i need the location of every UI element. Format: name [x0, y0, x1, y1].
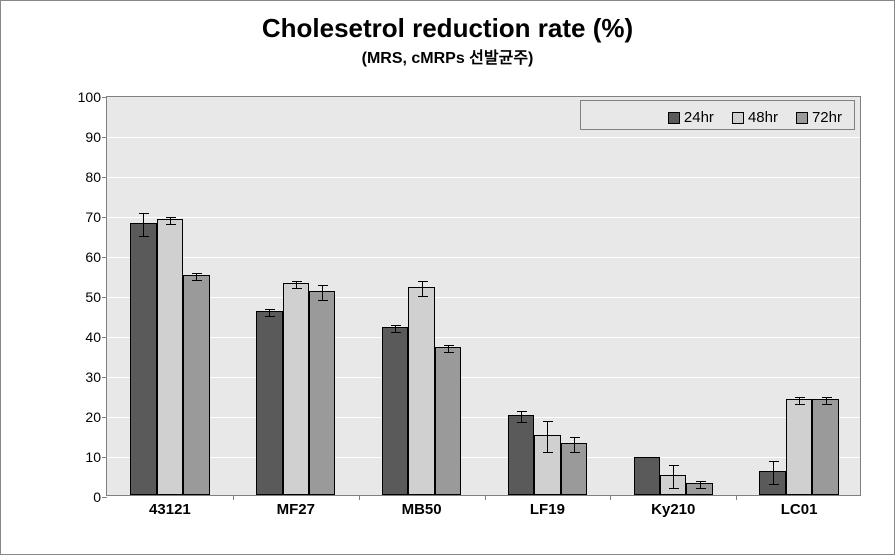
- y-tick-label: 20: [85, 409, 101, 425]
- x-tick-label: Ky210: [651, 501, 695, 518]
- error-bar: [773, 461, 774, 485]
- error-bar: [322, 285, 323, 301]
- error-bar: [574, 437, 575, 453]
- x-tick-label: LC01: [781, 501, 818, 518]
- x-tick-mark: [485, 495, 486, 500]
- bar: [812, 399, 838, 495]
- error-bar: [422, 281, 423, 297]
- bar: [786, 399, 812, 495]
- error-bar: [448, 345, 449, 353]
- error-bar: [269, 309, 270, 317]
- bar: [435, 347, 461, 495]
- x-tick-label: MB50: [402, 501, 442, 518]
- x-tick-mark: [233, 495, 234, 500]
- y-tick-mark: [102, 257, 107, 258]
- error-bar: [700, 481, 701, 489]
- x-tick-mark: [359, 495, 360, 500]
- chart-title: Cholesetrol reduction rate (%): [1, 13, 894, 44]
- error-bar: [170, 217, 171, 225]
- y-tick-mark: [102, 137, 107, 138]
- y-tick-mark: [102, 457, 107, 458]
- bar: [256, 311, 282, 495]
- x-tick-label: 43121: [149, 501, 191, 518]
- y-tick-label: 70: [85, 209, 101, 225]
- x-tick-mark: [610, 495, 611, 500]
- error-bar: [143, 213, 144, 237]
- error-bar: [547, 421, 548, 453]
- x-tick-label: LF19: [530, 501, 565, 518]
- bar: [309, 291, 335, 495]
- y-tick-mark: [102, 417, 107, 418]
- chart-subtitle: (MRS, cMRPs 선발균주): [1, 44, 894, 68]
- bar: [130, 223, 156, 495]
- error-bar: [826, 397, 827, 405]
- y-tick-label: 100: [78, 89, 101, 105]
- y-tick-mark: [102, 497, 107, 498]
- error-bar: [799, 397, 800, 405]
- x-tick-label: MF27: [277, 501, 315, 518]
- error-bar: [296, 281, 297, 289]
- bar: [508, 415, 534, 495]
- y-tick-label: 10: [85, 449, 101, 465]
- error-bar: [673, 465, 674, 489]
- y-tick-mark: [102, 377, 107, 378]
- bar: [408, 287, 434, 495]
- y-tick-mark: [102, 337, 107, 338]
- y-tick-mark: [102, 97, 107, 98]
- plot-area: 24hr48hr72hr 010203040506070809010043121…: [106, 96, 861, 496]
- y-tick-label: 40: [85, 329, 101, 345]
- error-bar: [395, 325, 396, 333]
- bar: [183, 275, 209, 495]
- chart-container: Cholesetrol reduction rate (%) (MRS, cMR…: [1, 1, 894, 554]
- error-bar: [196, 273, 197, 281]
- y-tick-label: 60: [85, 249, 101, 265]
- y-tick-mark: [102, 217, 107, 218]
- y-tick-label: 0: [93, 489, 101, 505]
- bar: [634, 457, 660, 495]
- bars-layer: [107, 97, 860, 495]
- x-tick-mark: [736, 495, 737, 500]
- y-tick-mark: [102, 297, 107, 298]
- y-tick-mark: [102, 177, 107, 178]
- y-tick-label: 50: [85, 289, 101, 305]
- error-bar: [521, 411, 522, 423]
- bar: [157, 219, 183, 495]
- y-tick-label: 80: [85, 169, 101, 185]
- bar: [382, 327, 408, 495]
- y-tick-label: 90: [85, 129, 101, 145]
- y-tick-label: 30: [85, 369, 101, 385]
- bar: [283, 283, 309, 495]
- chart-title-block: Cholesetrol reduction rate (%) (MRS, cMR…: [1, 13, 894, 68]
